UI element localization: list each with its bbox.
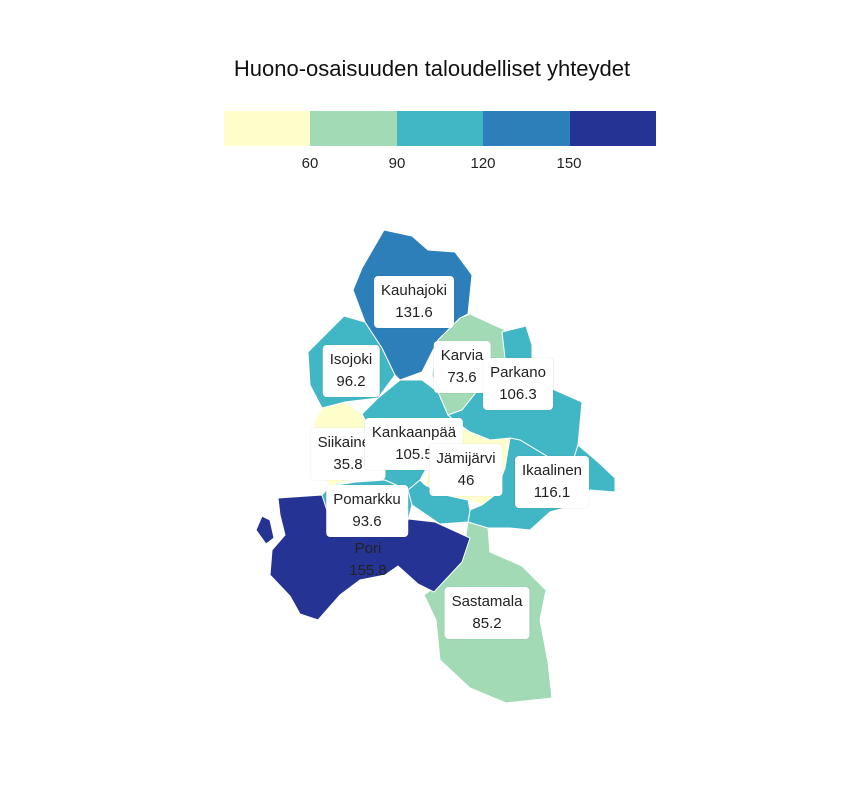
legend-swatch-5 [569,111,657,146]
region-value: 105.5 [395,446,433,463]
map-title: Huono-osaisuuden taloudelliset yhteydet [233,56,631,81]
region-value: 93.6 [352,513,382,530]
label-kauhajoki: Kauhajoki 131.6 [374,276,454,328]
region-value: 85.2 [472,615,502,632]
color-legend [224,111,657,146]
region-name: Pomarkku [333,491,401,508]
label-pori: Pori 155.8 [342,534,394,586]
region-value: 131.6 [395,304,433,321]
label-karvia: Karvia 73.6 [433,341,491,393]
label-parkano: Parkano 106.3 [483,358,553,410]
legend-swatch-1 [224,111,311,146]
region-name: Siikainen [317,434,379,451]
label-sastamala: Sastamala 85.2 [444,587,530,639]
region-value: 35.8 [333,456,363,473]
legend-swatch-2 [310,111,397,146]
label-ikaalinen: Ikaalinen 116.1 [514,456,590,508]
region-name: Isojoki [329,351,373,368]
region-value: 46 [457,472,475,489]
region-name: Sastamala [451,593,523,610]
region-value: 96.2 [336,373,366,390]
legend-tick-90: 90 [388,155,406,172]
region-name: Pori [354,540,382,557]
region-name: Jämijärvi [436,450,496,467]
region-value: 116.1 [533,484,571,501]
legend-swatch-4 [483,111,570,146]
legend-swatch-3 [396,111,484,146]
region-name: Karvia [440,347,484,364]
label-pomarkku: Pomarkku 93.6 [326,485,408,537]
region-pori-island [255,515,275,545]
legend-tick-120: 120 [470,155,496,172]
legend-tick-150: 150 [556,155,582,172]
region-name: Ikaalinen [521,462,583,479]
region-value: 155.8 [349,562,387,579]
label-isojoki: Isojoki 96.2 [322,345,380,397]
region-value: 106.3 [499,386,537,403]
label-jamijarvi: Jämijärvi 46 [429,444,503,496]
region-name: Kauhajoki [381,282,447,299]
region-name: Kankaanpää [371,424,457,441]
region-value: 73.6 [447,369,477,386]
region-name: Parkano [490,364,546,381]
region-kankaanpaa-south [407,479,471,525]
legend-tick-60: 60 [301,155,319,172]
